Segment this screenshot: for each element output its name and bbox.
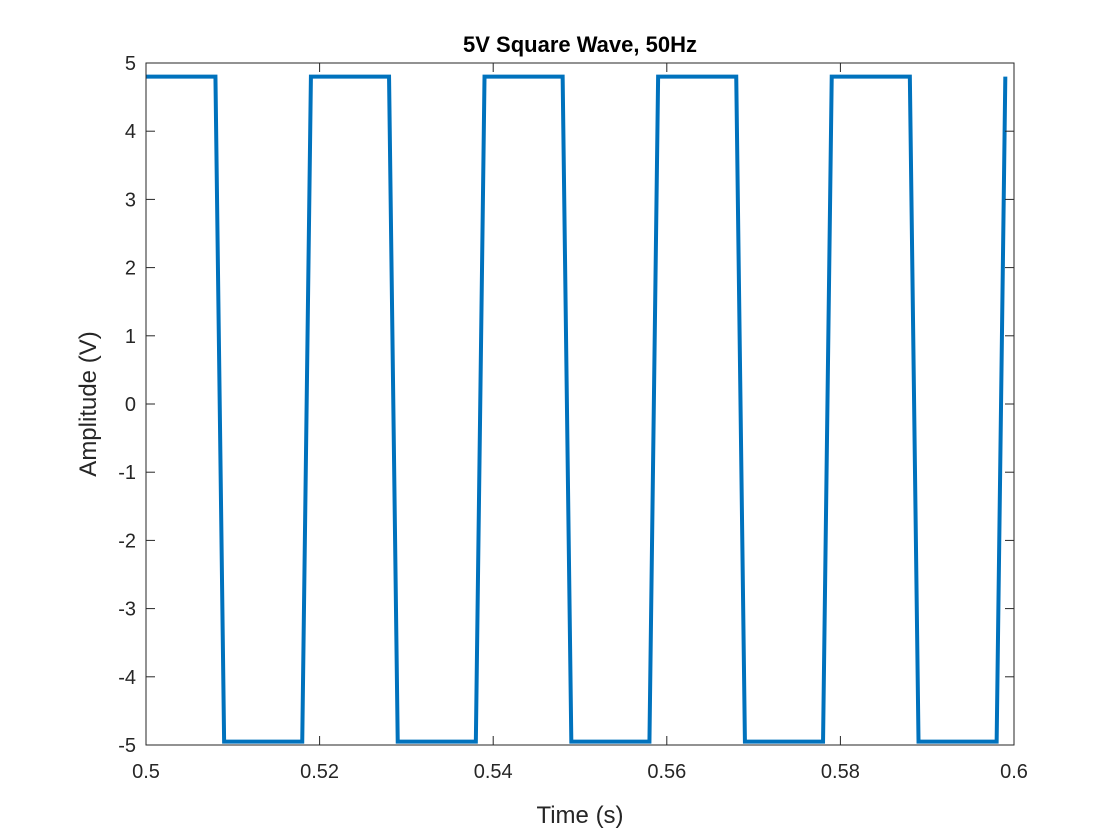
x-axis-label: Time (s): [536, 802, 623, 829]
y-tick-label: 4: [125, 121, 136, 143]
y-tick-label: 2: [125, 258, 136, 280]
series-layer: [146, 74, 1008, 744]
y-axis-label: Amplitude (V): [75, 331, 102, 476]
y-tick-label: -2: [118, 530, 136, 552]
y-tick-label: 5: [125, 53, 136, 75]
series-line-0: [146, 74, 1008, 744]
y-tick-label: -3: [118, 599, 136, 621]
y-tick-label: -5: [118, 735, 136, 757]
y-tick-label: 3: [125, 189, 136, 211]
x-tick-label: 0.6: [1000, 761, 1028, 783]
x-ticks: 0.5 0.52 0.54 0.56 0.58 0.6: [132, 63, 1028, 783]
x-tick-label: 0.54: [474, 761, 513, 783]
y-tick-label: 1: [125, 326, 136, 348]
x-tick-label: 0.5: [132, 761, 160, 783]
y-ticks: -5 -4 -3 -2 -1 0 1 2 3 4 5: [118, 53, 1014, 757]
y-tick-label: -4: [118, 667, 136, 689]
x-tick-label: 0.58: [821, 761, 860, 783]
y-tick-label: -1: [118, 462, 136, 484]
plot-area: [146, 63, 1014, 745]
x-tick-label: 0.56: [647, 761, 686, 783]
y-tick-label: 0: [125, 394, 136, 416]
chart-title: 5V Square Wave, 50Hz: [463, 32, 697, 57]
x-tick-label: 0.52: [300, 761, 339, 783]
